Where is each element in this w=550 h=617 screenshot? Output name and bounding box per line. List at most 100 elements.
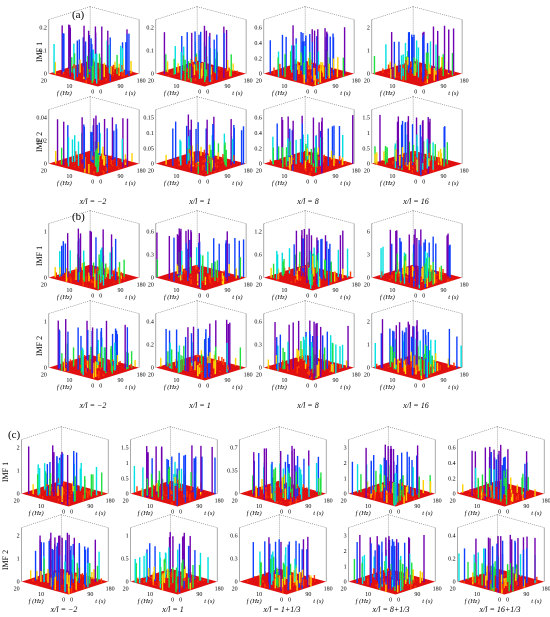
z-tick-label: 0.2 bbox=[448, 557, 456, 563]
time-axis-label: t (s) bbox=[340, 180, 350, 187]
z-tick-label: 0.04 bbox=[36, 116, 47, 122]
column-caption: x/l = 1 bbox=[188, 197, 210, 206]
z-tick-label: 0 bbox=[235, 492, 238, 498]
freq-axis-label: f (Hz) bbox=[164, 384, 179, 391]
z-tick-label: 0 bbox=[367, 276, 370, 282]
time-tick-label: 0 bbox=[314, 90, 317, 96]
freq-tick-label: 0 bbox=[198, 180, 201, 186]
freq-tick-label: 20 bbox=[148, 283, 154, 289]
axis-line bbox=[130, 426, 171, 440]
time-tick-label: 0 bbox=[99, 180, 102, 186]
axis-line bbox=[305, 210, 355, 224]
z-tick-label: 0 bbox=[17, 580, 20, 586]
freq-axis-label: f (Hz) bbox=[380, 384, 395, 391]
time-tick-label: 180 bbox=[324, 587, 333, 593]
axis-line bbox=[90, 300, 140, 314]
freq-tick-label: 20 bbox=[148, 373, 154, 379]
time-tick-label: 0 bbox=[206, 180, 209, 186]
z-tick-label: 0 bbox=[126, 580, 129, 586]
axis-line bbox=[371, 300, 414, 314]
z-tick-label: 1.2 bbox=[254, 230, 262, 236]
time-tick-label: 0 bbox=[506, 510, 509, 516]
freq-axis-label: f (Hz) bbox=[272, 180, 287, 187]
freq-tick-label: 10 bbox=[66, 174, 72, 180]
freq-tick-label: 20 bbox=[364, 169, 370, 175]
z-tick-label: 6 bbox=[367, 230, 370, 236]
freq-tick-label: 10 bbox=[256, 592, 262, 598]
time-tick-label: 180 bbox=[460, 283, 469, 289]
axis-line bbox=[197, 96, 247, 110]
time-tick-label: 90 bbox=[332, 174, 338, 180]
freq-tick-label: 10 bbox=[281, 84, 287, 90]
z-tick-label: 1 bbox=[17, 557, 20, 563]
time-tick-label: 0 bbox=[506, 598, 509, 604]
row-label: IMF 1 bbox=[1, 462, 10, 482]
surface-floor bbox=[348, 480, 436, 507]
z-tick-label: 0 bbox=[44, 72, 47, 78]
z-tick-label: 0.3 bbox=[230, 557, 238, 563]
freq-tick-label: 20 bbox=[41, 373, 47, 379]
freq-axis-label: f (Hz) bbox=[138, 510, 153, 517]
freq-axis-label: f (Hz) bbox=[272, 294, 287, 301]
axis-line bbox=[21, 514, 62, 528]
freq-tick-label: 10 bbox=[147, 592, 153, 598]
z-tick-label: 1 bbox=[126, 461, 129, 467]
time-tick-label: 90 bbox=[440, 174, 446, 180]
time-tick-label: 90 bbox=[523, 592, 529, 598]
time-tick-label: 0 bbox=[397, 598, 400, 604]
z-tick-label: 2 bbox=[344, 549, 347, 555]
time-axis-label: t (s) bbox=[95, 510, 105, 517]
z-tick-label: 0 bbox=[453, 492, 456, 498]
time-tick-label: 90 bbox=[414, 504, 420, 510]
axis-line bbox=[348, 426, 389, 440]
freq-tick-label: 0 bbox=[414, 294, 417, 300]
z-tick-label: 0 bbox=[126, 492, 129, 498]
z-tick-label: 0.4 bbox=[448, 461, 456, 467]
time-axis-label: t (s) bbox=[340, 90, 350, 97]
z-tick-label: 0.35 bbox=[227, 469, 238, 475]
z-tick-label: 0 bbox=[151, 366, 154, 372]
z-tick-label: 0 bbox=[344, 580, 347, 586]
z-tick-label: 0 bbox=[151, 72, 154, 78]
time-tick-label: 180 bbox=[352, 79, 361, 85]
axis-line bbox=[197, 210, 247, 224]
z-tick-label: 0.2 bbox=[448, 476, 456, 482]
freq-axis-label: f (Hz) bbox=[380, 180, 395, 187]
column-caption: x/l = 8+1/3 bbox=[371, 605, 409, 614]
freq-tick-label: 10 bbox=[256, 504, 262, 510]
z-tick-label: 0.1 bbox=[146, 131, 154, 137]
axis-line bbox=[48, 210, 91, 224]
freq-tick-label: 0 bbox=[91, 384, 94, 390]
z-tick-label: 0.6 bbox=[254, 26, 262, 32]
z-tick-label: 0.6 bbox=[146, 230, 154, 236]
row-label: IMF 2 bbox=[1, 550, 10, 570]
z-tick-label: 0 bbox=[151, 162, 154, 168]
time-tick-label: 180 bbox=[215, 587, 224, 593]
time-tick-label: 0 bbox=[397, 510, 400, 516]
row-label: IMF 2 bbox=[35, 132, 44, 152]
time-tick-label: 0 bbox=[422, 384, 425, 390]
freq-axis-label: f (Hz) bbox=[465, 510, 480, 517]
time-axis-label: t (s) bbox=[204, 510, 214, 517]
freq-tick-label: 10 bbox=[38, 504, 44, 510]
freq-tick-label: 0 bbox=[62, 510, 65, 516]
panel-label: (a) bbox=[72, 9, 85, 21]
freq-tick-label: 0 bbox=[414, 180, 417, 186]
z-tick-label: 0.4 bbox=[254, 131, 262, 137]
time-axis-label: t (s) bbox=[313, 510, 323, 517]
z-tick-label: 1 bbox=[344, 564, 347, 570]
time-axis-label: t (s) bbox=[232, 294, 242, 301]
column-caption: x/l = 16 bbox=[402, 197, 428, 206]
freq-tick-label: 10 bbox=[38, 592, 44, 598]
axis-line bbox=[263, 210, 306, 224]
time-axis-label: t (s) bbox=[95, 598, 105, 605]
freq-axis-label: f (Hz) bbox=[380, 90, 395, 97]
row-label: IMF 2 bbox=[35, 336, 44, 356]
z-tick-label: 0 bbox=[151, 276, 154, 282]
axis-line bbox=[457, 514, 498, 528]
freq-tick-label: 20 bbox=[364, 373, 370, 379]
